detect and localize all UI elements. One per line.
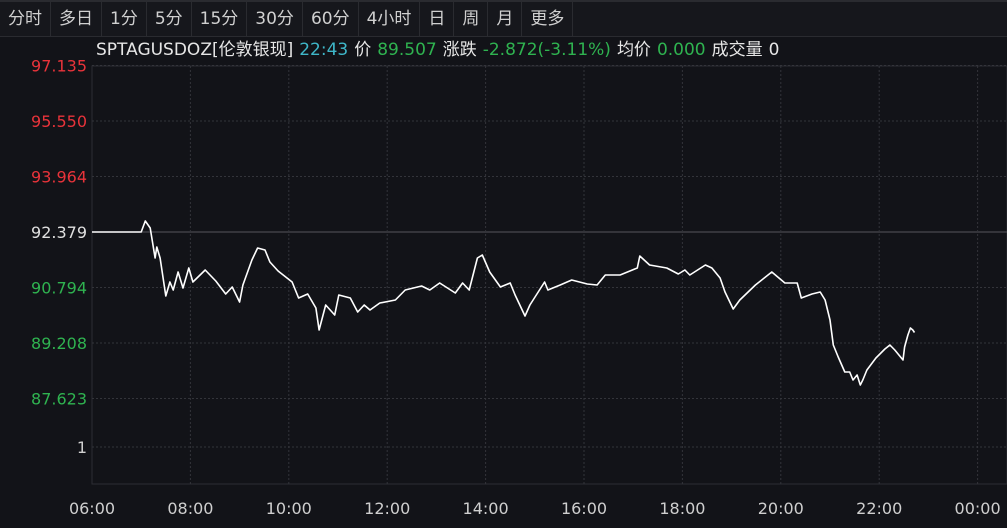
x-tick-label: 14:00 [463,499,509,518]
price-value: 89.507 [377,40,437,60]
price-line [92,220,916,386]
x-tick-label: 06:00 [69,499,115,518]
quote-time: 22:43 [299,40,349,60]
tab-4[interactable]: 15分 [192,2,248,36]
y-tick-label: 92.379 [31,223,87,242]
x-tick-label: 12:00 [364,499,410,518]
price-label: 价 [354,40,372,60]
tab-5[interactable]: 30分 [247,2,303,36]
x-tick-label: 22:00 [856,499,902,518]
x-tick-label: 00:00 [955,499,1001,518]
tab-10[interactable]: 月 [488,2,523,36]
y-tick-label: 87.623 [31,389,87,408]
x-tick-label: 08:00 [167,499,213,518]
x-tick-label: 20:00 [758,499,804,518]
tab-11[interactable]: 更多 [522,2,574,36]
tab-0[interactable]: 分时 [0,2,51,36]
y-tick-label: 90.794 [31,278,87,297]
volume-tick-label: 1 [77,438,87,457]
change-value: -2.872(-3.11%) [482,40,611,60]
x-tick-label: 10:00 [266,499,312,518]
x-tick-label: 16:00 [561,499,607,518]
y-tick-label: 97.135 [31,57,87,76]
avg-price-value: 0.000 [656,40,706,60]
volume-label: 成交量 [711,40,763,60]
tab-2[interactable]: 1分 [102,2,147,36]
period-toolbar: 分时 多日 1分 5分 15分 30分 60分 4小时日周月更多 [0,0,1007,37]
y-tick-label: 95.550 [31,112,87,131]
tab-9[interactable]: 周 [454,2,489,36]
volume-value: 0 [768,40,780,60]
plot-frame [91,65,1007,485]
tab-1[interactable]: 多日 [51,2,102,36]
tab-3[interactable]: 5分 [147,2,192,36]
avg-price-label: 均价 [616,40,651,60]
symbol-name: SPTAGUSDOZ[伦敦银现] [96,40,294,60]
tab-8[interactable]: 日 [420,2,455,36]
tab-6[interactable]: 60分 [303,2,359,36]
x-tick-label: 18:00 [659,499,705,518]
tab-7[interactable]: 4小时 [359,2,421,36]
y-tick-label: 89.208 [31,334,87,353]
quote-info-bar: SPTAGUSDOZ[伦敦银现] 22:43 价 89.507 涨跌 -2.872(-3.… [96,37,785,63]
change-label: 涨跌 [442,40,477,60]
y-tick-label: 93.964 [31,168,87,187]
